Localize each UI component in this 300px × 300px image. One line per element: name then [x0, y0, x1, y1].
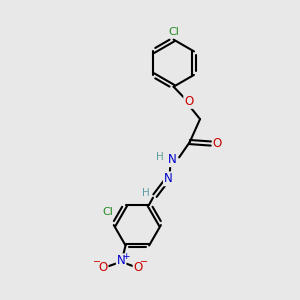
Text: O: O — [98, 261, 107, 274]
Text: Cl: Cl — [102, 207, 113, 217]
Text: O: O — [134, 261, 143, 274]
Text: −: − — [93, 257, 101, 267]
Text: O: O — [184, 95, 194, 108]
Text: +: + — [122, 252, 130, 261]
Text: N: N — [164, 172, 172, 185]
Text: N: N — [117, 254, 125, 267]
Text: O: O — [213, 137, 222, 150]
Text: Cl: Cl — [168, 27, 179, 37]
Text: −: − — [140, 257, 148, 267]
Text: H: H — [155, 152, 163, 162]
Text: H: H — [142, 188, 150, 198]
Text: N: N — [168, 153, 177, 166]
